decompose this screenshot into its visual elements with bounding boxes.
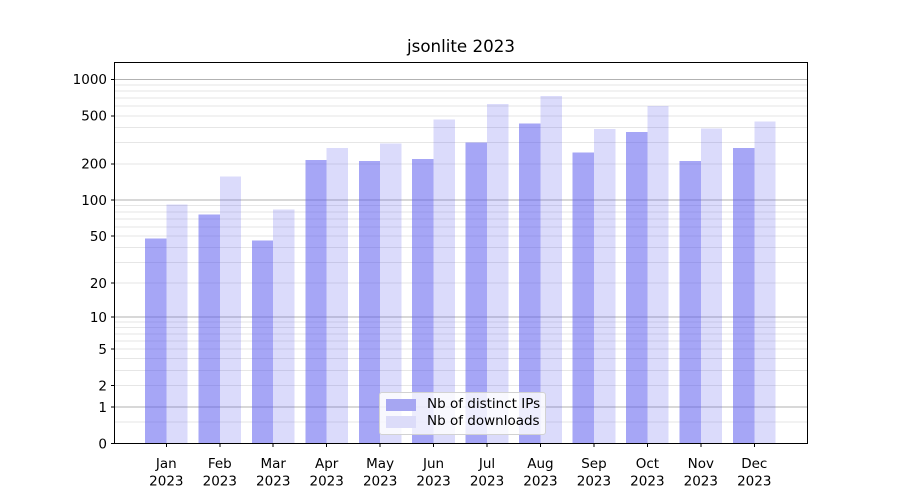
x-tick-label-month: Apr xyxy=(315,456,339,472)
x-tick-label-month: Oct xyxy=(636,456,659,472)
y-tick-label: 1 xyxy=(98,400,107,416)
bar-distinct-ips-feb xyxy=(198,214,220,444)
bar-downloads-mar xyxy=(273,209,295,444)
y-tick-label: 100 xyxy=(81,193,107,209)
bar-downloads-may xyxy=(380,143,402,444)
bar-downloads-aug xyxy=(540,96,562,444)
x-tick-label-month: Feb xyxy=(208,456,232,472)
bar-distinct-ips-aug xyxy=(519,123,541,444)
y-tick-label: 5 xyxy=(98,342,107,358)
x-tick-label-month: Jun xyxy=(422,456,444,472)
x-tick-label-month: Dec xyxy=(741,456,767,472)
x-tick-label-year: 2023 xyxy=(577,474,611,490)
x-tick-label-month: Jan xyxy=(155,456,177,472)
x-tick-label-year: 2023 xyxy=(737,474,771,490)
x-tick-label-month: Sep xyxy=(581,456,606,472)
x-tick-label-year: 2023 xyxy=(416,474,450,490)
x-tick-label-month: Jul xyxy=(478,456,495,472)
legend-entry-distinct-ips: Nb of distinct IPs xyxy=(386,396,541,413)
bar-distinct-ips-sep xyxy=(572,152,594,444)
y-tick-label: 0 xyxy=(98,436,107,452)
legend-entry-downloads: Nb of downloads xyxy=(386,413,540,430)
x-tick-label-year: 2023 xyxy=(203,474,237,490)
legend: Nb of distinct IPs Nb of downloads xyxy=(379,392,546,435)
bar-downloads-nov xyxy=(700,128,723,444)
y-tick-label: 10 xyxy=(90,310,107,326)
y-tick-label: 500 xyxy=(81,109,107,125)
x-tick-label-month: Aug xyxy=(527,456,553,472)
x-tick-label-year: 2023 xyxy=(523,474,557,490)
legend-swatch-downloads xyxy=(386,415,416,428)
x-tick-label-year: 2023 xyxy=(310,474,344,490)
legend-label-distinct-ips: Nb of distinct IPs xyxy=(427,396,541,413)
x-tick-label-year: 2023 xyxy=(630,474,664,490)
bar-distinct-ips-jun xyxy=(412,158,434,444)
x-tick-label-year: 2023 xyxy=(363,474,397,490)
x-tick-label-year: 2023 xyxy=(256,474,290,490)
bar-downloads-feb xyxy=(219,176,242,444)
legend-swatch-distinct-ips xyxy=(386,399,416,412)
bar-distinct-ips-jul xyxy=(465,142,488,444)
y-tick-label: 20 xyxy=(90,276,107,292)
bar-distinct-ips-dec xyxy=(732,148,755,444)
legend-label-downloads: Nb of downloads xyxy=(427,413,540,430)
x-tick-label-year: 2023 xyxy=(149,474,183,490)
axes-frame xyxy=(114,62,809,444)
y-tick-label: 50 xyxy=(90,229,107,245)
bar-downloads-sep xyxy=(593,128,616,444)
bar-distinct-ips-jan xyxy=(144,238,167,444)
chart-title: jsonlite 2023 xyxy=(407,36,515,56)
bar-downloads-jun xyxy=(433,119,455,444)
x-tick-label-month: May xyxy=(366,456,394,472)
x-tick-label-year: 2023 xyxy=(470,474,504,490)
bar-distinct-ips-oct xyxy=(625,132,648,444)
bar-distinct-ips-apr xyxy=(305,159,327,444)
x-tick-label-year: 2023 xyxy=(684,474,718,490)
bar-distinct-ips-mar xyxy=(251,240,274,444)
y-tick-label: 1000 xyxy=(73,72,107,88)
y-tick-label: 2 xyxy=(98,378,107,394)
bar-downloads-jan xyxy=(166,204,188,444)
x-tick-label-month: Mar xyxy=(260,456,286,472)
bar-downloads-dec xyxy=(754,121,776,444)
bar-downloads-apr xyxy=(326,148,349,444)
bar-distinct-ips-may xyxy=(358,161,381,444)
bar-distinct-ips-nov xyxy=(679,161,701,444)
bar-downloads-oct xyxy=(647,105,669,444)
bar-downloads-jul xyxy=(487,103,509,444)
y-tick-label: 200 xyxy=(81,157,107,173)
x-tick-label-month: Nov xyxy=(688,456,714,472)
